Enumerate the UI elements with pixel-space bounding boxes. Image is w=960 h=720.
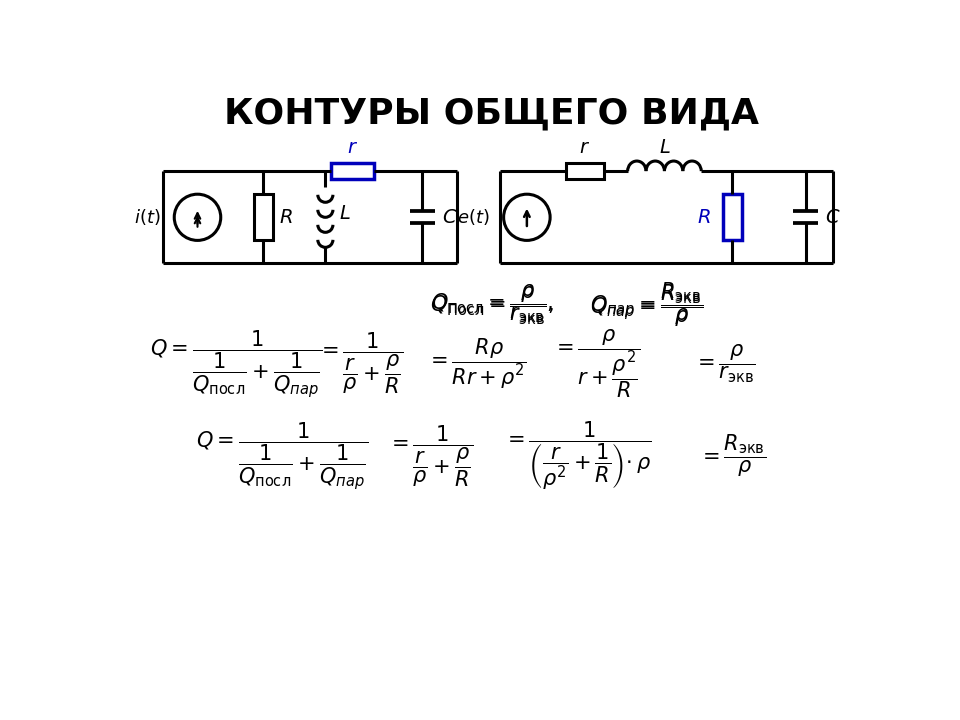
- Text: $R$: $R$: [278, 208, 293, 227]
- Text: $Q_{\mathit{п}\mathit{а}\mathit{р}} = \dfrac{R_{\mathsf{э}\mathsf{к}\mathsf{в}}}: $Q_{\mathit{п}\mathit{а}\mathit{р}} = \d…: [590, 283, 704, 329]
- Text: $Q_{\rm посл} = \dfrac{\rho}{r_{\rm экв}},$: $Q_{\rm посл} = \dfrac{\rho}{r_{\rm экв}…: [431, 283, 553, 325]
- Bar: [254, 194, 273, 240]
- Text: $i(t)$: $i(t)$: [133, 207, 160, 228]
- Text: $C$: $C$: [826, 208, 841, 227]
- Text: $C$: $C$: [442, 208, 457, 227]
- Text: $r$: $r$: [347, 138, 358, 157]
- Text: $L$: $L$: [659, 138, 670, 157]
- Text: $= \dfrac{R\rho}{Rr+\rho^{2}}$: $= \dfrac{R\rho}{Rr+\rho^{2}}$: [426, 336, 527, 391]
- Text: $L$: $L$: [339, 204, 351, 223]
- Text: $R$: $R$: [697, 208, 710, 227]
- Text: $= \dfrac{\rho}{r_{\rm экв}}$: $= \dfrac{\rho}{r_{\rm экв}}$: [693, 343, 756, 384]
- Text: $Q_{\mathsf{\Pi}\mathsf{o}\mathsf{c}\mathsf{л}} = \dfrac{\rho}{r_{\mathsf{э}\mat: $Q_{\mathsf{\Pi}\mathsf{o}\mathsf{c}\mat…: [430, 285, 554, 327]
- Text: $= \dfrac{1}{\left(\dfrac{r}{\rho^{2}}+\dfrac{1}{R}\right)\!\cdot\rho}$: $= \dfrac{1}{\left(\dfrac{r}{\rho^{2}}+\…: [503, 420, 652, 492]
- Bar: [565, 163, 605, 179]
- Text: $= \dfrac{R_{\rm экв}}{\rho}$: $= \dfrac{R_{\rm экв}}{\rho}$: [698, 433, 766, 479]
- Bar: [723, 194, 741, 240]
- Text: $Q = \dfrac{1}{\dfrac{1}{Q_{\rm посл}}+\dfrac{1}{Q_{\it пар}}}$: $Q = \dfrac{1}{\dfrac{1}{Q_{\rm посл}}+\…: [197, 420, 369, 492]
- Text: $= \dfrac{1}{\dfrac{r}{\rho}+\dfrac{\rho}{R}}$: $= \dfrac{1}{\dfrac{r}{\rho}+\dfrac{\rho…: [317, 331, 403, 396]
- Text: $Q = \dfrac{1}{\dfrac{1}{Q_{\rm посл}}+\dfrac{1}{Q_{\it пар}}}$: $Q = \dfrac{1}{\dfrac{1}{Q_{\rm посл}}+\…: [150, 328, 323, 400]
- Text: $r$: $r$: [580, 138, 590, 157]
- Text: $e(t)$: $e(t)$: [457, 207, 490, 228]
- Text: $= \dfrac{\rho}{r+\dfrac{\rho^{2}}{R}}$: $= \dfrac{\rho}{r+\dfrac{\rho^{2}}{R}}$: [552, 328, 641, 400]
- Text: $Q_{\it пар} = \dfrac{R_{\rm экв}}{\rho}$: $Q_{\it пар} = \dfrac{R_{\rm экв}}{\rho}…: [590, 282, 704, 328]
- Text: КОНТУРЫ ОБЩЕГО ВИДА: КОНТУРЫ ОБЩЕГО ВИДА: [225, 96, 759, 130]
- Bar: [331, 163, 373, 179]
- Text: $= \dfrac{1}{\dfrac{r}{\rho}+\dfrac{\rho}{R}}$: $= \dfrac{1}{\dfrac{r}{\rho}+\dfrac{\rho…: [387, 423, 473, 488]
